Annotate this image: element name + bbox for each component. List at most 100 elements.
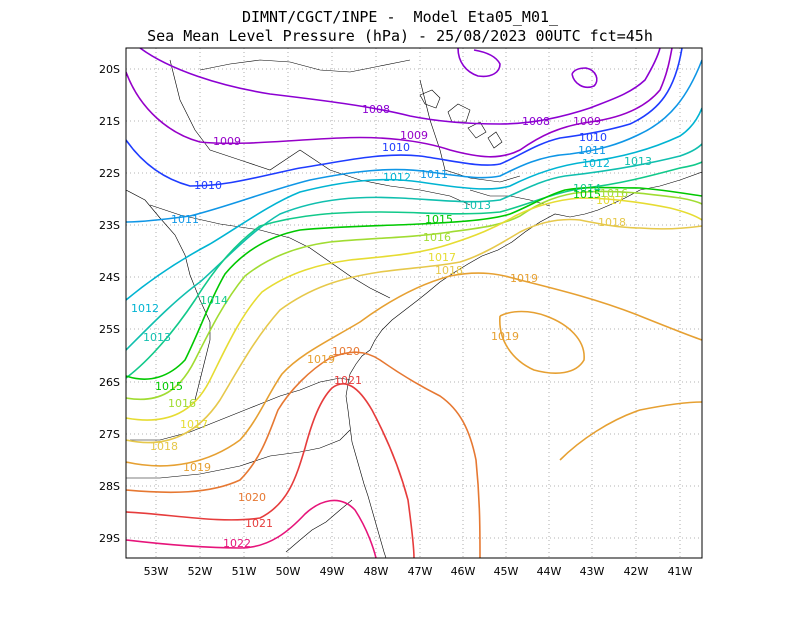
label-1013: 1013 — [463, 199, 491, 212]
isobar-1022 — [126, 499, 377, 558]
label-1019: 1019 — [491, 330, 519, 343]
label-1012: 1012 — [383, 171, 411, 184]
isobar-1017 — [126, 197, 702, 421]
state-border-sc-rs — [126, 429, 351, 479]
label-1017: 1017 — [428, 251, 456, 264]
label-1011: 1011 — [420, 168, 448, 181]
isobar-1011 — [126, 59, 702, 223]
label-1011: 1011 — [578, 144, 606, 157]
lon-tick-label: 44W — [537, 565, 562, 578]
isobar-1019 — [126, 272, 702, 467]
label-1010: 1010 — [194, 179, 222, 192]
lon-tick-label: 47W — [408, 565, 433, 578]
lat-tick-label: 29S — [99, 532, 120, 545]
isobar-1008-loop — [457, 48, 501, 78]
isobar-1019-east — [559, 401, 702, 461]
label-1012: 1012 — [582, 157, 610, 170]
lat-tick-label: 23S — [99, 219, 120, 232]
label-1016: 1016 — [168, 397, 196, 410]
label-1022: 1022 — [223, 537, 251, 550]
label-1021: 1021 — [245, 517, 273, 530]
coastline — [345, 171, 702, 558]
label-1019: 1019 — [510, 272, 538, 285]
label-1018: 1018 — [435, 264, 463, 277]
isobar-lines — [126, 48, 702, 558]
lat-tick-label: 25S — [99, 323, 120, 336]
isobar-1019-loop — [499, 310, 585, 374]
lon-tick-label: 48W — [364, 565, 389, 578]
lon-tick-label: 41W — [668, 565, 693, 578]
isobar-1012 — [126, 107, 702, 301]
lon-tick-label: 42W — [624, 565, 649, 578]
isobar-1016 — [126, 190, 702, 401]
label-1015: 1015 — [155, 380, 183, 393]
isobar-labels: 1008 1008 1009 1009 1009 1010 1010 1010 … — [131, 103, 652, 550]
map-title-line-1: DIMNT/CGCT/INPE - Model Eta05_M01_ — [241, 8, 559, 26]
label-1016: 1016 — [423, 231, 451, 244]
lat-tick-label: 26S — [99, 376, 120, 389]
label-1014: 1014 — [573, 182, 601, 195]
lat-tick-label: 27S — [99, 428, 120, 441]
label-1017: 1017 — [596, 194, 624, 207]
label-1018: 1018 — [598, 216, 626, 229]
lon-tick-label: 51W — [232, 565, 257, 578]
map-grid — [126, 48, 702, 558]
lagoon-coast-rs — [285, 499, 353, 553]
label-1010: 1010 — [579, 131, 607, 144]
isobar-1013 — [126, 143, 702, 351]
lat-tick-label: 20S — [99, 63, 120, 76]
label-1013: 1013 — [143, 331, 171, 344]
map-title-line-2: Sea Mean Level Pressure (hPa) - 25/08/20… — [147, 27, 653, 45]
state-border-ms — [126, 189, 211, 401]
label-1009: 1009 — [400, 129, 428, 142]
lon-tick-label: 52W — [188, 565, 213, 578]
state-border-mg-es — [419, 79, 521, 183]
coastlines-and-borders — [126, 59, 702, 558]
lat-tick-label: 21S — [99, 115, 120, 128]
label-1020: 1020 — [238, 491, 266, 504]
lon-tick-label: 50W — [276, 565, 301, 578]
lon-tick-label: 45W — [494, 565, 519, 578]
lon-tick-label: 46W — [451, 565, 476, 578]
isobar-1008 — [139, 48, 661, 125]
lon-tick-label: 43W — [580, 565, 605, 578]
lat-tick-label: 24S — [99, 271, 120, 284]
label-1021: 1021 — [334, 374, 362, 387]
label-1013: 1013 — [624, 155, 652, 168]
label-1018: 1018 — [150, 440, 178, 453]
longitude-axis: 53W 52W 51W 50W 49W 48W 47W 46W 45W 44W … — [144, 565, 693, 578]
label-1019: 1019 — [183, 461, 211, 474]
label-1016: 1016 — [600, 187, 628, 200]
label-1009: 1009 — [213, 135, 241, 148]
isobar-1014 — [126, 161, 702, 379]
lat-tick-label: 28S — [99, 480, 120, 493]
isobar-1015 — [126, 186, 702, 380]
label-1017: 1017 — [180, 418, 208, 431]
label-1012: 1012 — [131, 302, 159, 315]
isobar-1008-loop-east — [571, 67, 598, 89]
state-border-west — [169, 59, 301, 171]
label-1014: 1014 — [200, 294, 228, 307]
latitude-axis: 20S 21S 22S 23S 24S 25S 26S 27S 28S 29S — [99, 63, 120, 545]
lat-tick-label: 22S — [99, 167, 120, 180]
isobar-1018 — [126, 218, 702, 444]
label-1019: 1019 — [307, 353, 335, 366]
state-border-mg-sp — [299, 149, 471, 206]
label-1008: 1008 — [362, 103, 390, 116]
state-border-go-mg — [199, 59, 411, 73]
state-border-sp-pr — [149, 204, 391, 299]
isobar-1010 — [126, 48, 683, 187]
label-1015: 1015 — [573, 188, 601, 201]
label-1008: 1008 — [522, 115, 550, 128]
isobar-1021 — [126, 383, 415, 558]
label-1010: 1010 — [382, 141, 410, 154]
label-1020: 1020 — [332, 345, 360, 358]
isobar-1020 — [126, 351, 481, 558]
bay-islands — [419, 89, 503, 149]
label-1009: 1009 — [573, 115, 601, 128]
plot-frame — [125, 47, 703, 559]
label-1011: 1011 — [171, 213, 199, 226]
lon-tick-label: 49W — [320, 565, 345, 578]
isobar-1009 — [126, 48, 673, 158]
